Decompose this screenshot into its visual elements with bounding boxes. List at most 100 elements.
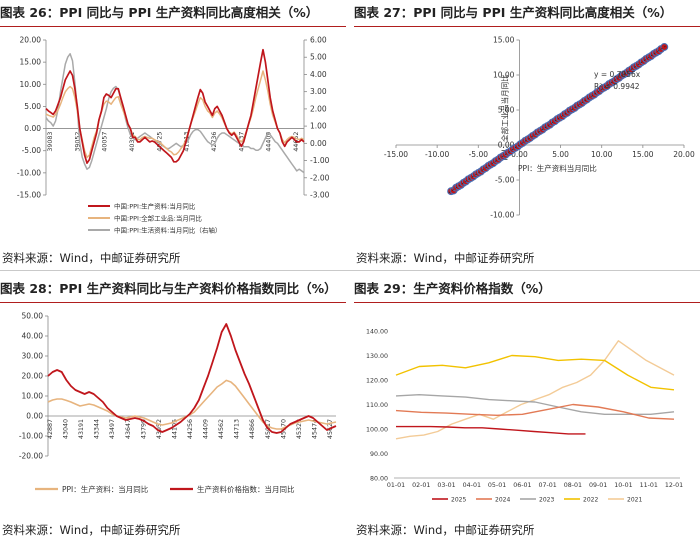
y-tick-label: 130.00 (366, 353, 388, 360)
y2-tick-label: 0.00 (310, 139, 327, 148)
series-line (47, 323, 337, 434)
y-tick-label: -10.00 (19, 432, 43, 441)
x-tick-label: 40391 (129, 132, 136, 152)
y-tick-label: -10.00 (17, 168, 41, 177)
x-tick-label: 43952 (156, 419, 163, 439)
x-tick-label: 43040 (63, 419, 70, 439)
y-tick-label: 110.00 (366, 402, 388, 409)
x-tick-label: 44256 (187, 419, 194, 439)
series-line (45, 48, 305, 164)
chart-title: 图表 27：PPI 同比与 PPI 生产资料同比高度相关（%） (354, 0, 700, 27)
y-tick-label: -10.00 (490, 211, 514, 220)
chart-panel-28: 图表 28：PPI 生产资料同比与生产资料价格指数同比（%） 50.00 40.0… (0, 276, 346, 543)
legend-label: 2025 (451, 497, 466, 504)
row-separator (0, 270, 700, 271)
x-tick-label: 05-01 (488, 482, 506, 489)
x-tick-label: 44409 (203, 419, 210, 439)
legend-label: 中国:PPI:生产资料:当月同比 (114, 202, 196, 211)
source-note: 资料来源：Wind，中邮证券研究所 (356, 523, 535, 537)
x-tick-label: 0.00 (511, 150, 528, 159)
x-tick-label: 12-01 (665, 482, 683, 489)
line-chart-production-materials: 50.00 40.00 30.00 20.00 10.00 0.00 -10.00 -20.0… (19, 312, 337, 494)
source-note: 资料来源：Wind，中邮证券研究所 (2, 251, 181, 265)
y-tick-label: 30.00 (22, 352, 44, 361)
chart-title: 图表 29：生产资料价格指数（%） (354, 276, 700, 303)
y2-tick-label: -2.00 (310, 173, 330, 182)
x-tick-label: 44409 (266, 132, 273, 152)
x-tick-label: 44866 (249, 419, 256, 439)
x-tick-label: 04-01 (463, 482, 481, 489)
x-tick-label: 44713 (234, 419, 241, 439)
legend-label: 中国:PPI:全部工业品:当月同比 (114, 214, 202, 223)
x-tick-label: -5.00 (469, 150, 489, 159)
y-tick-label: 0.00 (26, 412, 43, 421)
y-tick-label: -5.00 (22, 146, 42, 155)
chart-panel-26: 图表 26：PPI 同比与 PPI 生产资料同比高度相关（%） 20.00 15.… (0, 0, 346, 270)
y-tick-label: -5.00 (495, 176, 515, 185)
x-tick-label: 03-01 (437, 482, 455, 489)
x-tick-label: 01-01 (387, 482, 405, 489)
y2-tick-label: 3.00 (310, 87, 327, 96)
y-tick-label: 5.00 (498, 106, 515, 115)
y-tick-label: 50.00 (22, 312, 44, 321)
legend-label: PPI：生产资料：当月同比 (62, 484, 149, 494)
legend-label: 2023 (539, 497, 554, 504)
line-chart-ppi-correlation: 20.00 15.00 10.00 5.00 0.00 -5.00 -10.00 -15.00… (17, 36, 330, 235)
x-tick-label: 39083 (47, 132, 54, 152)
chart-panel-27: 图表 27：PPI 同比与 PPI 生产资料同比高度相关（%） -15.00 -1… (354, 0, 700, 270)
y-tick-label: 80.00 (370, 476, 388, 483)
series-line (395, 340, 675, 440)
x-tick-label: 43647 (125, 419, 132, 439)
x-tick-label: 40057 (102, 132, 109, 152)
x-tick-label: 43799 (140, 419, 147, 439)
y-tick-label: 120.00 (366, 378, 388, 385)
x-tick-label: -15.00 (384, 150, 408, 159)
x-tick-label: 44562 (218, 419, 225, 439)
trend-r-squared: R² = 0.9942 (594, 82, 640, 91)
y-tick-label: 140.00 (366, 329, 388, 336)
series-line (395, 354, 675, 391)
y-tick-label: 20.00 (20, 36, 42, 45)
legend-label: 生产资料价格指数：当月同比 (197, 484, 295, 494)
x-tick-label: 11-01 (640, 482, 658, 489)
y2-tick-label: 2.00 (310, 104, 327, 113)
legend-label: 2022 (583, 497, 598, 504)
y-tick-label: 10.00 (493, 71, 515, 80)
source-note: 资料来源：Wind，中邮证券研究所 (356, 251, 535, 265)
y-tick-label: 15.00 (493, 36, 515, 45)
x-tick-label: 44105 (171, 419, 178, 439)
legend-label: 中国:PPI:生活资料:当月同比（右轴） (114, 226, 221, 235)
y-tick-label: 15.00 (20, 58, 42, 67)
y2-tick-label: 4.00 (310, 70, 327, 79)
trend-equation: y = 0.7956x (594, 70, 641, 79)
y-tick-label: 90.00 (370, 451, 388, 458)
scatter-chart-ppi: -15.00 -10.00 -5.00 0.00 5.00 10.00 15.00 20.00… (384, 36, 695, 220)
y2-tick-label: -1.00 (310, 156, 330, 165)
x-tick-label: 39052 (74, 132, 81, 152)
x-tick-label: 42736 (211, 132, 218, 152)
x-tick-label: 09-01 (589, 482, 607, 489)
x-tick-label: 5.00 (552, 150, 569, 159)
source-note: 资料来源：Wind，中邮证券研究所 (2, 523, 181, 537)
y-tick-label: 10.00 (20, 80, 42, 89)
series-line (395, 393, 675, 416)
x-tick-label: 20.00 (673, 150, 695, 159)
x-tick-label: 02-01 (412, 482, 430, 489)
y-tick-label: 0.00 (24, 124, 41, 133)
y-tick-label: 40.00 (22, 332, 44, 341)
y2-tick-label: -3.00 (310, 191, 330, 200)
x-tick-label: -10.00 (425, 150, 449, 159)
x-tick-label: 08-01 (564, 482, 582, 489)
x-axis-label: PPI：生产资料当月同比 (518, 163, 597, 173)
chart-title: 图表 26：PPI 同比与 PPI 生产资料同比高度相关（%） (0, 0, 346, 27)
x-tick-label: 07-01 (538, 482, 556, 489)
y-tick-label: 0.00 (498, 141, 515, 150)
y-tick-label: 100.00 (366, 427, 388, 434)
line-chart-price-index: 140.00 130.00 120.00 110.00 100.00 90.00 80.00… (366, 329, 683, 504)
x-tick-label: 43497 (109, 419, 116, 439)
series-line (395, 403, 675, 420)
y-tick-label: 5.00 (24, 102, 41, 111)
series-line (45, 53, 305, 174)
series-line (396, 425, 586, 435)
x-tick-label: 43191 (78, 419, 85, 439)
